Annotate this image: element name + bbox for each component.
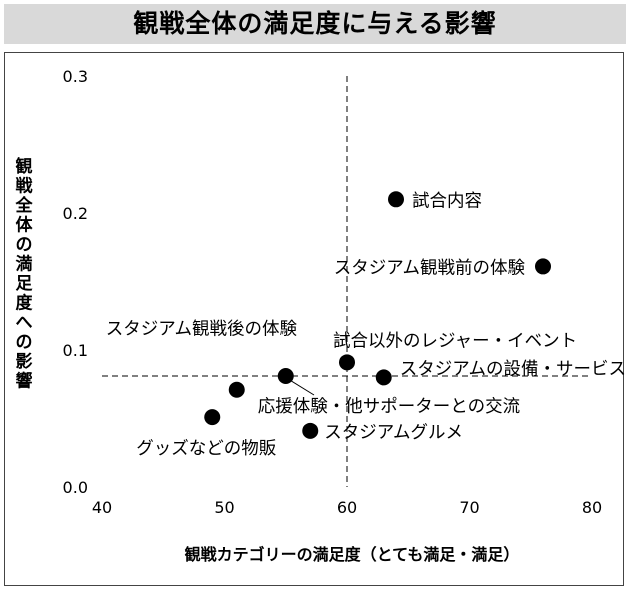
leader-line	[289, 379, 315, 396]
y-axis-label-char: 全	[15, 195, 34, 216]
x-tick-label: 70	[459, 498, 479, 517]
y-axis-label-char: 戦	[16, 176, 34, 197]
y-tick-label: 0.1	[63, 341, 88, 360]
chart-title: 観戦全体の満足度に与える影響	[133, 9, 497, 38]
data-label: スタジアム観戦前の体験	[334, 258, 526, 278]
x-tick-label: 80	[582, 498, 602, 517]
data-point	[535, 258, 551, 275]
x-tick-label: 40	[92, 498, 112, 517]
data-label: スタジアムグルメ	[324, 423, 463, 443]
data-label: スタジアム観戦後の体験	[106, 320, 298, 340]
x-tick-label: 50	[214, 498, 234, 517]
y-tick-label: 0.3	[63, 67, 88, 86]
data-point	[277, 368, 294, 385]
y-axis-label-char: 観	[16, 156, 33, 177]
y-axis-label-char: 度	[16, 293, 34, 314]
data-point	[375, 369, 392, 386]
data-point	[228, 381, 245, 398]
data-point	[302, 422, 319, 439]
y-axis-label-char: 足	[16, 274, 33, 294]
y-axis-label-char: 影	[16, 352, 33, 372]
x-tick-label: 60	[337, 498, 357, 517]
y-axis-label-char: 体	[16, 215, 34, 236]
data-label: グッズなどの物販	[136, 439, 276, 459]
y-axis-label-char: へ	[16, 313, 33, 333]
y-axis-label-char: の	[16, 235, 33, 255]
data-label: スタジアムの設備・サービス	[400, 359, 626, 379]
y-axis-label-char: 響	[16, 371, 33, 392]
data-point	[204, 409, 221, 426]
data-label: 試合内容	[412, 191, 482, 211]
data-label: 応援体験・他サポーターとの交流	[258, 397, 520, 417]
y-axis-label-char: の	[16, 333, 33, 353]
y-axis-label-char: 満	[16, 254, 33, 275]
x-axis-label: 観戦カテゴリーの満足度（とても満足・満足）	[185, 545, 520, 564]
data-point	[339, 354, 355, 371]
data-point	[388, 191, 404, 208]
title-bar: 観戦全体の満足度に与える影響	[4, 4, 626, 44]
y-tick-label: 0.0	[63, 478, 88, 497]
chart-frame	[4, 52, 624, 586]
data-label: 試合以外のレジャー・イベント	[333, 331, 577, 351]
y-tick-label: 0.2	[63, 204, 88, 223]
